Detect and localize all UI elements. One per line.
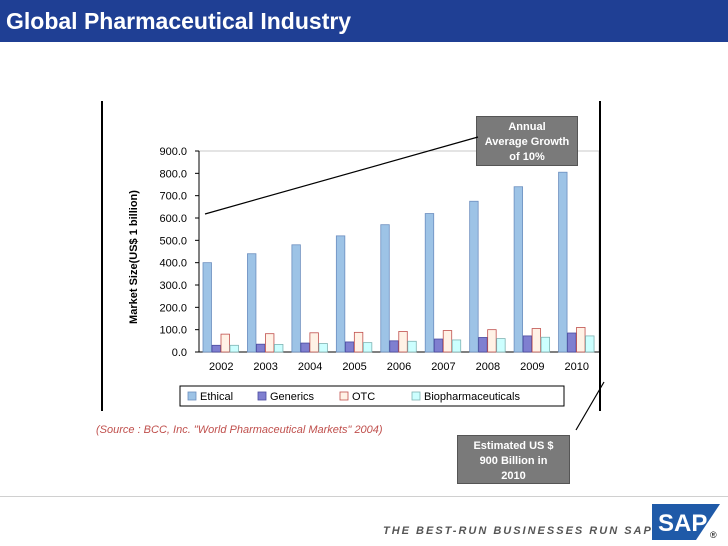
- sap-logo-shape: [652, 504, 720, 540]
- bar-generics: [522, 335, 533, 353]
- bar-biopharmaceuticals: [229, 344, 239, 353]
- growth-callout-line: Average Growth: [484, 136, 570, 148]
- legend-label: Ethical: [200, 391, 233, 403]
- y-tick-label: 700.0: [159, 191, 187, 203]
- bar-ethical: [291, 244, 301, 353]
- bar-biopharmaceuticals: [407, 340, 417, 353]
- legend-label: Biopharmaceuticals: [424, 391, 520, 403]
- bar-otc: [309, 332, 319, 353]
- y-tick-label: 900.0: [159, 146, 187, 158]
- x-tick-label: 2006: [387, 361, 411, 373]
- footer-tagline: THE BEST-RUN BUSINESSES RUN SAP: [383, 525, 653, 537]
- bar-otc: [531, 328, 542, 353]
- estimate-callout-line: 2010: [501, 470, 526, 482]
- y-tick-label: 100.0: [159, 325, 187, 337]
- sap-logo-mark: ®: [710, 530, 717, 540]
- y-tick-label: 400.0: [159, 258, 187, 270]
- bar-ethical: [513, 186, 524, 353]
- y-tick-label: 300.0: [159, 280, 187, 292]
- plot-area-border: [198, 150, 599, 353]
- bar-ethical: [558, 171, 568, 353]
- legend-label: OTC: [352, 391, 375, 403]
- sap-logo: SAP ®: [652, 504, 720, 540]
- bar-generics: [433, 338, 444, 353]
- bar-ethical: [424, 213, 435, 353]
- bar-biopharmaceuticals: [585, 335, 595, 353]
- x-tick-label: 2007: [431, 361, 455, 373]
- bar-otc: [220, 333, 230, 353]
- y-tick-label: 200.0: [159, 302, 187, 314]
- bar-otc: [442, 330, 453, 353]
- x-tick-label: 2003: [253, 361, 277, 373]
- bar-otc: [398, 331, 408, 353]
- bar-biopharmaceuticals: [496, 338, 506, 353]
- bar-ethical: [469, 200, 479, 353]
- growth-callout: Annual Average Growth of 10%: [476, 116, 578, 166]
- sap-logo-text: SAP: [658, 510, 707, 537]
- title-bar: Global Pharmaceutical Industry: [0, 0, 728, 42]
- legend-label: Generics: [270, 391, 315, 403]
- bar-ethical: [202, 262, 212, 353]
- bar-generics: [300, 342, 310, 353]
- bar-otc: [487, 329, 497, 353]
- x-tick-label: 2008: [476, 361, 500, 373]
- bar-otc: [353, 331, 364, 353]
- bar-ethical: [247, 253, 257, 353]
- source-note: (Source : BCC, Inc. "World Pharmaceutica…: [96, 424, 383, 436]
- x-tick-label: 2005: [342, 361, 366, 373]
- y-tick-label: 600.0: [159, 213, 187, 225]
- legend-swatch-ethical: [187, 391, 197, 401]
- legend-swatch-generics: [257, 391, 267, 401]
- growth-callout-line: Annual: [508, 121, 546, 133]
- estimate-callout-line: Estimated US $: [473, 440, 554, 452]
- x-tick-label: 2004: [298, 361, 322, 373]
- bar-generics: [389, 340, 399, 353]
- page-title: Global Pharmaceutical Industry: [6, 8, 352, 34]
- bar-otc: [265, 333, 275, 353]
- bar-chart: Market Size(US$ 1 billion) 0.0 100.0 200.0…: [128, 146, 599, 407]
- bar-otc: [576, 327, 586, 353]
- bar-generics: [344, 341, 355, 353]
- bar-ethical: [380, 224, 390, 353]
- y-tick-label: 500.0: [159, 235, 187, 247]
- bar-generics: [567, 332, 577, 353]
- bar-generics: [211, 344, 221, 353]
- bar-biopharmaceuticals: [274, 344, 284, 353]
- legend-swatch-otc: [339, 391, 349, 401]
- x-tick-label: 2002: [209, 361, 233, 373]
- growth-callout-line: of 10%: [509, 151, 545, 163]
- x-tick-label: 2009: [520, 361, 544, 373]
- bar-generics: [478, 337, 488, 353]
- bar-biopharmaceuticals: [540, 336, 551, 353]
- legend-swatch-biopharmaceuticals: [411, 391, 421, 401]
- footer-divider: [0, 496, 728, 497]
- bar-biopharmaceuticals: [362, 342, 373, 353]
- bar-ethical: [335, 235, 346, 353]
- estimate-callout: Estimated US $ 900 Billion in 2010: [457, 435, 570, 484]
- y-tick-label: 800.0: [159, 168, 187, 180]
- estimate-callout-line: 900 Billion in: [479, 455, 548, 467]
- legend-box: [179, 385, 565, 407]
- y-axis-label: Market Size(US$ 1 billion): [128, 190, 140, 324]
- bar-biopharmaceuticals: [451, 339, 462, 353]
- bar-biopharmaceuticals: [318, 343, 328, 353]
- x-tick-label: 2010: [565, 361, 589, 373]
- y-tick-label: 0.0: [172, 347, 187, 359]
- bar-generics: [256, 343, 266, 353]
